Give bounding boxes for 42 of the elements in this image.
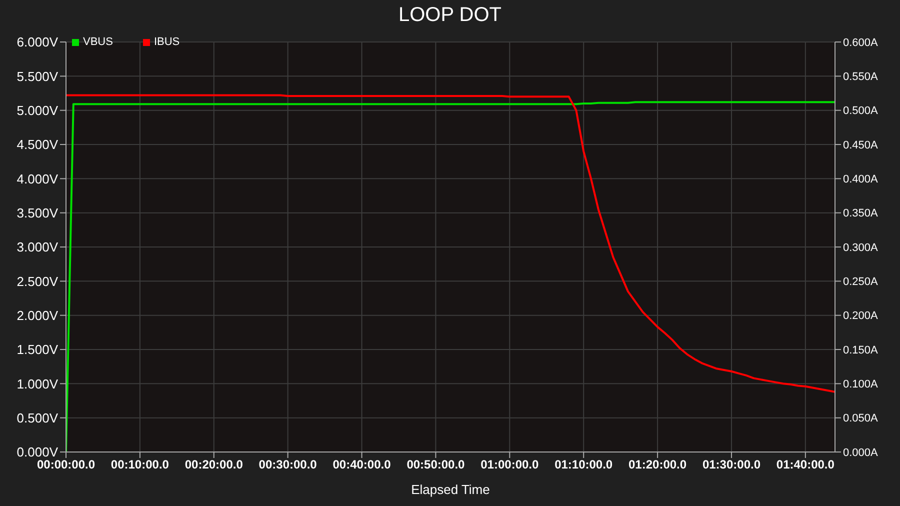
y-tick-label: 5.000V [16, 102, 58, 118]
y-tick-label: 5.500V [16, 68, 58, 84]
y-tick-label: 1.500V [16, 342, 58, 358]
y2-tick-label: 0.400A [843, 174, 879, 186]
y-tick-label: 6.000V [16, 34, 58, 50]
y-tick-label: 4.000V [16, 171, 58, 186]
x-tick-label: 01:00:00.0 [480, 458, 539, 472]
y2-tick-label: 0.450A [843, 139, 879, 152]
y2-tick-label: 0.550A [843, 71, 879, 84]
x-tick-label: 00:40:00.0 [332, 458, 392, 472]
x-tick-label: 00:20:00.0 [184, 458, 244, 472]
legend-label: VBUS [83, 36, 113, 48]
y-tick-label: 1.000V [16, 376, 58, 392]
y2-tick-label: 0.250A [843, 276, 879, 288]
x-tick-label: 00:00:00.0 [36, 458, 96, 472]
y2-tick-label: 0.500A [843, 105, 879, 118]
x-axis-title: Elapsed Time [411, 482, 490, 497]
y2-tick-label: 0.150A [843, 344, 879, 356]
y-tick-label: 2.000V [16, 308, 58, 323]
x-tick-label: 00:10:00.0 [110, 458, 170, 472]
x-tick-label: 00:50:00.0 [406, 458, 466, 472]
y-tick-label: 0.000V [16, 444, 58, 460]
y-tick-label: 4.500V [16, 137, 58, 152]
line-series [66, 94, 835, 393]
y2-tick-label: 0.300A [843, 242, 879, 254]
x-tick-label: 00:30:00.0 [258, 458, 318, 472]
y2-tick-label: 0.000A [843, 446, 879, 459]
x-tick-label: 01:20:00.0 [628, 458, 687, 472]
y2-tick-label: 0.200A [843, 310, 879, 322]
y2-tick-label: 0.050A [843, 412, 879, 425]
chart-title: LOOP DOT [398, 4, 502, 27]
y2-tick-label: 0.600A [843, 36, 879, 49]
x-tick-label: 01:40:00.0 [776, 458, 835, 472]
y-tick-label: 2.500V [16, 274, 58, 289]
y2-tick-label: 0.100A [843, 378, 879, 391]
x-tick-label: 01:10:00.0 [554, 458, 613, 472]
y-tick-label: 3.500V [16, 205, 58, 220]
legend-label: IBUS [154, 36, 180, 48]
y2-tick-label: 0.350A [843, 208, 879, 220]
y-tick-label: 3.000V [16, 240, 58, 255]
x-tick-label: 01:30:00.0 [702, 458, 761, 472]
y-tick-label: 0.500V [16, 410, 58, 426]
